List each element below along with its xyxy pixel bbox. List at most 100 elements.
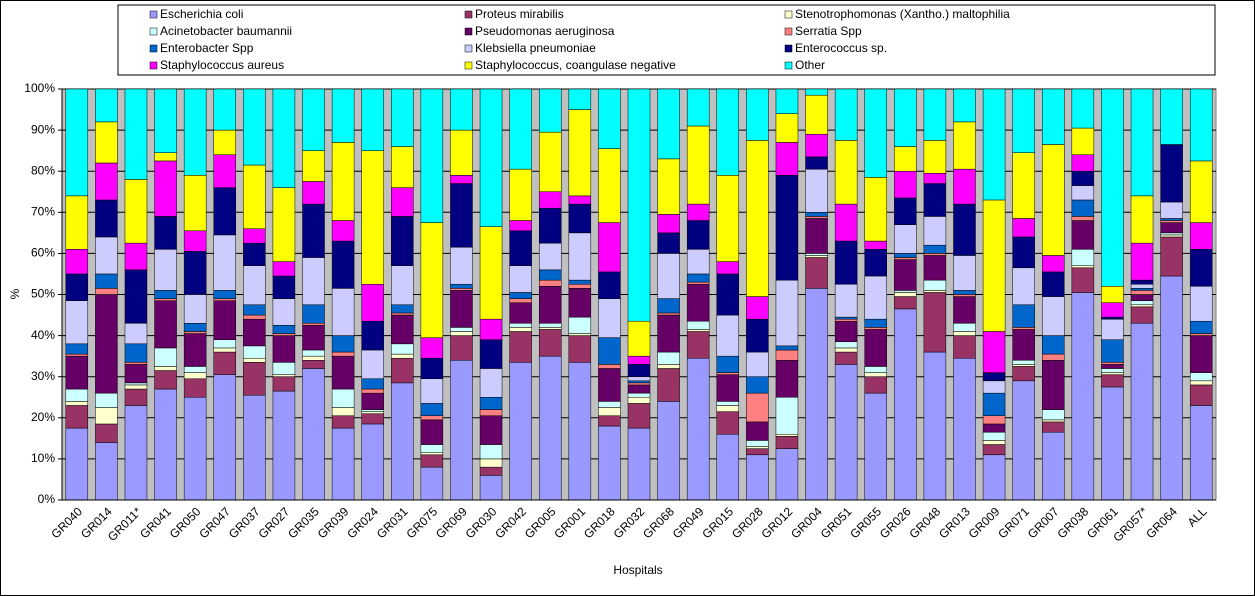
bar-segment xyxy=(302,349,325,357)
bar-segment xyxy=(509,168,532,221)
bar-segment xyxy=(154,216,177,250)
bar-segment xyxy=(124,405,148,501)
bar-segment xyxy=(361,413,384,425)
bar-segment xyxy=(479,339,503,369)
bar-segment xyxy=(95,442,118,501)
bar-segment xyxy=(538,269,562,281)
bar-segment xyxy=(746,296,769,320)
bar-segment xyxy=(598,148,621,223)
bar-segment xyxy=(509,331,532,363)
legend-label: Staphylococcus, coangulase negative xyxy=(475,58,676,72)
bar-segment xyxy=(864,88,887,178)
bar-segment xyxy=(894,257,917,260)
bar-segment xyxy=(154,370,177,390)
y-tick-label: 20% xyxy=(31,410,55,424)
bar-segment xyxy=(1071,127,1095,156)
bar-segment xyxy=(1160,275,1183,501)
bar-segment xyxy=(538,329,562,357)
bar-segment xyxy=(1189,320,1213,334)
bar-segment xyxy=(243,394,266,501)
bar-segment xyxy=(598,415,621,427)
bar-segment xyxy=(124,364,148,384)
bar-segment xyxy=(1160,222,1183,234)
legend-swatch xyxy=(464,10,473,19)
bar-segment xyxy=(302,368,325,501)
bar-segment xyxy=(95,392,118,408)
bar-segment xyxy=(95,423,118,443)
bar-segment xyxy=(331,142,355,221)
bar-segment xyxy=(716,372,740,375)
bar-segment xyxy=(509,362,532,501)
bar-segment xyxy=(1189,88,1213,162)
y-tick-label: 70% xyxy=(31,204,55,218)
bar-segment xyxy=(95,236,118,275)
bar-segment xyxy=(272,374,296,377)
legend-swatch xyxy=(784,61,793,70)
legend-label: Enterobacter Spp xyxy=(160,41,254,55)
bar-segment xyxy=(834,316,858,320)
bar-segment xyxy=(65,343,89,355)
bar-segment xyxy=(243,164,266,229)
bar-segment xyxy=(479,88,503,227)
bar-segment xyxy=(302,323,325,326)
bar-segment xyxy=(450,175,473,184)
bar-segment xyxy=(982,331,1006,373)
bar-segment xyxy=(864,329,887,367)
bar-segment xyxy=(834,240,858,285)
bar-segment xyxy=(1042,419,1065,423)
bar-segment xyxy=(1071,249,1095,266)
bar-segment xyxy=(213,339,236,349)
bar-segment xyxy=(716,411,740,435)
bar-segment xyxy=(923,183,947,217)
bar-segment xyxy=(1101,386,1124,501)
bar-segment xyxy=(1101,368,1124,373)
bar-segment xyxy=(272,261,296,277)
bar-segment xyxy=(420,378,444,404)
bar-segment xyxy=(183,378,207,398)
bar-segment xyxy=(1071,220,1095,250)
bar-segment xyxy=(302,150,325,182)
bar-segment xyxy=(598,407,621,416)
bar-segment xyxy=(805,133,828,158)
bar-segment xyxy=(1012,218,1035,238)
bar-segment xyxy=(302,360,325,369)
bar-segment xyxy=(361,349,384,380)
bar-segment xyxy=(1101,339,1124,363)
bar-segment xyxy=(834,88,858,141)
bar-segment xyxy=(154,388,177,501)
bar-segment xyxy=(657,214,680,234)
bar-segment xyxy=(716,401,740,406)
bar-segment xyxy=(1071,88,1095,129)
bar-segment xyxy=(953,290,976,295)
bar-segment xyxy=(1130,306,1154,324)
bar-segment xyxy=(361,283,384,322)
bar-segment xyxy=(1042,431,1065,501)
bar-segment xyxy=(716,405,740,412)
bar-segment xyxy=(627,427,651,501)
bar-segment xyxy=(391,265,414,306)
bar-segment xyxy=(1071,154,1095,172)
bar-segment xyxy=(894,308,917,501)
bar-segment xyxy=(243,357,266,363)
bar-segment xyxy=(775,397,799,435)
bar-segment xyxy=(1101,362,1124,365)
bar-segment xyxy=(864,177,887,242)
bar-segment xyxy=(627,397,651,404)
bar-segment xyxy=(213,129,236,156)
bar-segment xyxy=(657,368,680,402)
bar-segment xyxy=(805,257,828,289)
bar-segment xyxy=(568,203,592,234)
bar-segment xyxy=(420,454,444,468)
bar-segment xyxy=(1101,372,1124,375)
bar-segment xyxy=(598,222,621,273)
bar-segment xyxy=(213,347,236,353)
bar-segment xyxy=(864,249,887,277)
bar-segment xyxy=(361,88,384,151)
legend-swatch xyxy=(149,61,158,70)
bar-segment xyxy=(154,152,177,162)
legend-swatch xyxy=(464,44,473,53)
bar-segment xyxy=(775,360,799,398)
bar-segment xyxy=(982,88,1006,201)
bar-segment xyxy=(716,273,740,316)
bar-segment xyxy=(213,234,236,291)
